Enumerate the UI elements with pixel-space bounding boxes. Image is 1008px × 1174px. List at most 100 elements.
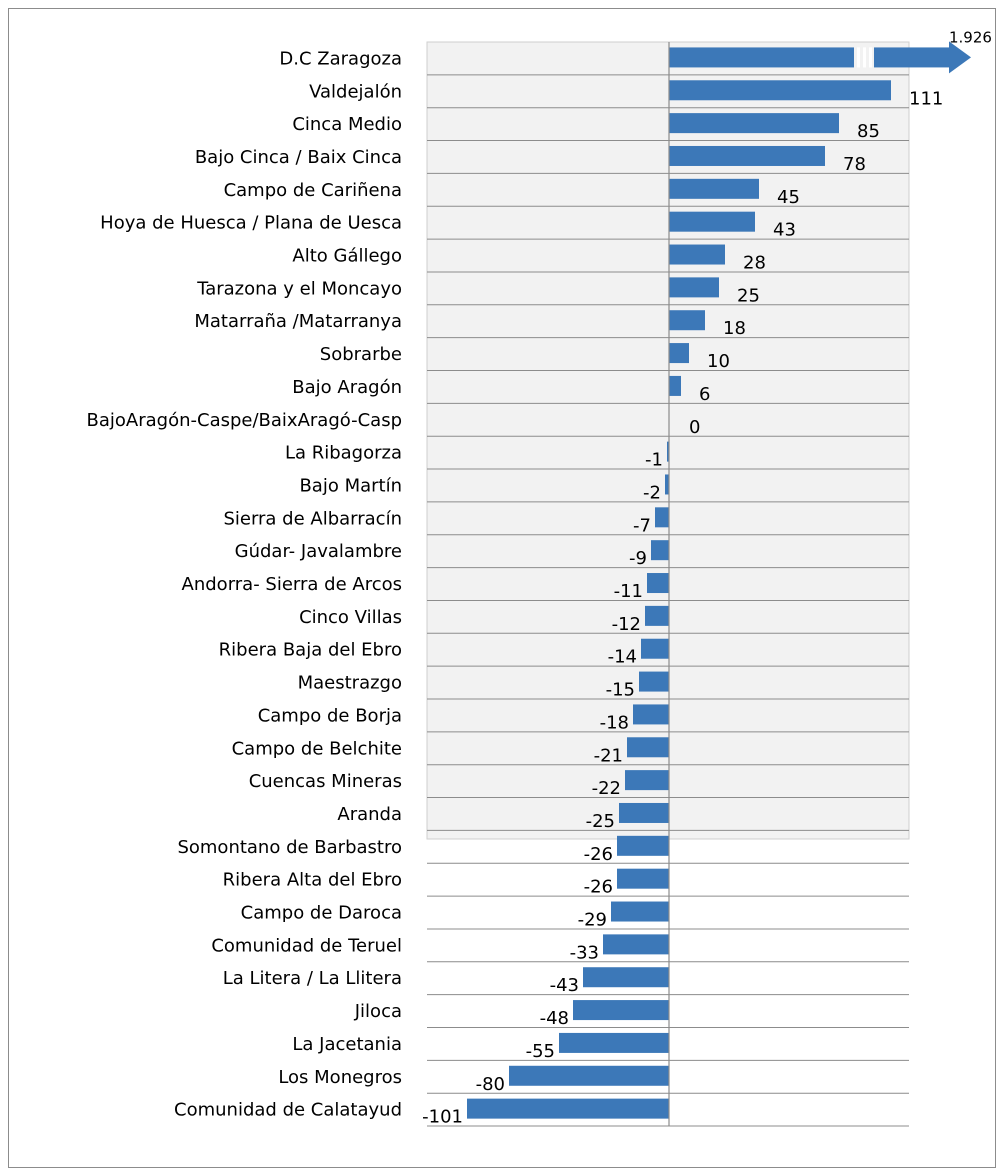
category-label: Los Monegros xyxy=(278,1067,402,1088)
bar xyxy=(647,573,669,594)
bar xyxy=(669,277,719,298)
data-label: -55 xyxy=(526,1041,555,1062)
category-label: D.C Zaragoza xyxy=(279,48,402,69)
data-labels: 1.926 111 85 78 45 43 28 25 18 10 6 0 -1 -2 -7 -9 -11 -12… xyxy=(422,28,992,1127)
data-label: -21 xyxy=(594,745,623,766)
data-label: 6 xyxy=(699,384,710,405)
chart-frame: D.C Zaragoza Valdejalón Cinca Medio Bajo Ci… xyxy=(8,8,996,1168)
axis-break-mark xyxy=(869,47,872,68)
data-label: 0 xyxy=(689,417,700,438)
category-label: Hoya de Huesca / Plana de Uesca xyxy=(100,213,402,234)
bar xyxy=(669,47,854,68)
data-label: 25 xyxy=(737,285,760,306)
bar xyxy=(665,474,669,495)
data-label: -11 xyxy=(614,581,643,602)
category-label: Cuencas Mineras xyxy=(249,771,402,792)
data-label: 1.926 xyxy=(949,28,992,46)
gridlines xyxy=(427,74,909,1127)
category-label: Ribera Alta del Ebro xyxy=(223,870,402,891)
bar xyxy=(617,835,669,856)
data-label: -9 xyxy=(629,548,647,569)
category-label: La Ribagorza xyxy=(285,443,402,464)
bar xyxy=(627,737,669,758)
data-label: -33 xyxy=(570,942,599,963)
bar xyxy=(619,802,669,823)
category-label: Bajo Martín xyxy=(299,475,402,496)
category-label: Comunidad de Teruel xyxy=(211,935,402,956)
category-label: Jiloca xyxy=(354,1001,402,1022)
data-label: 18 xyxy=(723,318,746,339)
bar xyxy=(583,967,669,988)
bar xyxy=(655,507,669,528)
category-label: Campo de Belchite xyxy=(232,738,402,759)
bars xyxy=(467,47,891,1119)
bar xyxy=(669,80,891,101)
data-label: -22 xyxy=(592,778,621,799)
data-label: -14 xyxy=(608,647,637,668)
bar xyxy=(633,704,669,725)
category-label: Matarraña /Matarranya xyxy=(194,311,402,332)
data-label: -80 xyxy=(476,1074,505,1095)
category-labels: D.C Zaragoza Valdejalón Cinca Medio Bajo Ci… xyxy=(87,48,402,1120)
data-label: 78 xyxy=(843,154,866,175)
category-label: Valdejalón xyxy=(309,81,402,102)
bar xyxy=(617,868,669,889)
category-label: Somontano de Barbastro xyxy=(177,837,402,858)
category-label: Campo de Cariñena xyxy=(224,180,402,201)
bar xyxy=(509,1065,669,1086)
bar xyxy=(639,671,669,692)
bar xyxy=(641,638,669,659)
outlier-arrow xyxy=(857,41,971,74)
axis-break-mark xyxy=(857,47,860,68)
category-label: La Litera / La Llitera xyxy=(223,968,402,989)
data-label: -1 xyxy=(645,450,663,471)
data-label: 45 xyxy=(777,187,800,208)
data-label: -15 xyxy=(606,680,635,701)
category-label: La Jacetania xyxy=(292,1034,402,1055)
bar xyxy=(467,1098,669,1119)
category-label: Aranda xyxy=(337,804,402,825)
bar-chart: D.C Zaragoza Valdejalón Cinca Medio Bajo Ci… xyxy=(87,28,992,1127)
category-label: Bajo Aragón xyxy=(292,377,402,398)
data-label: -101 xyxy=(422,1107,463,1128)
category-label: BajoAragón-Caspe/BaixAragó-Casp xyxy=(87,410,402,431)
category-label: Sobrarbe xyxy=(320,344,402,365)
category-label: Maestrazgo xyxy=(298,673,402,694)
data-label: -26 xyxy=(584,844,613,865)
data-label: 43 xyxy=(773,220,796,241)
bar xyxy=(669,375,681,396)
data-label: -18 xyxy=(600,712,629,733)
axis-break-mark xyxy=(863,47,866,68)
data-label: 85 xyxy=(857,121,880,142)
bar xyxy=(669,310,705,331)
bar xyxy=(667,441,669,462)
data-label: -12 xyxy=(612,614,641,635)
category-label: Alto Gállego xyxy=(292,246,402,267)
data-label: 28 xyxy=(743,253,766,274)
category-label: Bajo Cinca / Baix Cinca xyxy=(195,147,402,168)
category-label: Sierra de Albarracín xyxy=(223,508,402,529)
category-label: Comunidad de Calatayud xyxy=(174,1100,402,1121)
bar xyxy=(669,145,825,166)
data-label: 111 xyxy=(909,88,943,109)
category-label: Andorra- Sierra de Arcos xyxy=(182,574,402,595)
bar xyxy=(573,1000,669,1021)
category-label: Campo de Borja xyxy=(258,705,402,726)
data-label: -2 xyxy=(643,482,661,503)
data-label: -43 xyxy=(550,975,579,996)
bar xyxy=(603,934,669,955)
data-label: -48 xyxy=(540,1008,569,1029)
bar xyxy=(669,113,839,134)
arrow-shaft xyxy=(874,47,949,68)
bar xyxy=(611,901,669,922)
data-label: -25 xyxy=(586,811,615,832)
bar xyxy=(669,244,725,265)
bar xyxy=(669,343,689,364)
bar xyxy=(625,770,669,791)
data-label: 10 xyxy=(707,351,730,372)
bar xyxy=(559,1032,669,1053)
data-label: -7 xyxy=(633,515,651,536)
bar xyxy=(645,605,669,626)
bar xyxy=(669,211,755,232)
bar xyxy=(669,178,759,199)
